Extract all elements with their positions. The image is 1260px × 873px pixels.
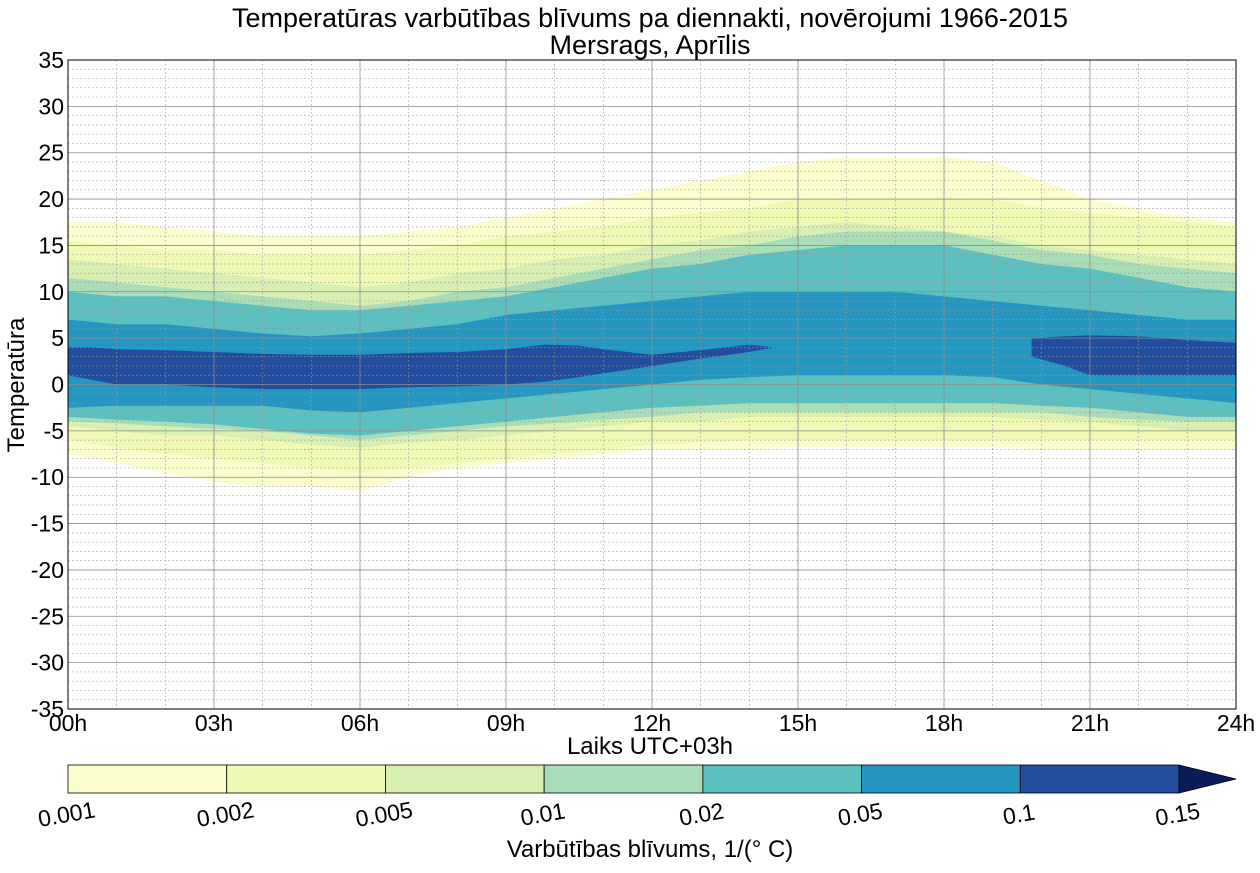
colorbar-segment <box>226 764 386 794</box>
y-tick-label: -35 <box>31 696 64 722</box>
colorbar-label: Varbūtības blīvums, 1/(° C) <box>507 836 794 863</box>
x-tick-label: 09h <box>487 710 525 736</box>
x-tick-label: 21h <box>1071 710 1109 736</box>
colorbar-extend-arrow <box>1178 764 1237 794</box>
y-tick-label: -10 <box>31 464 64 490</box>
y-tick-label: -15 <box>31 511 64 537</box>
y-tick-label: 15 <box>38 232 64 258</box>
y-tick-label: 20 <box>38 186 64 212</box>
x-tick-label: 00h <box>49 710 87 736</box>
x-tick-label: 06h <box>341 710 379 736</box>
x-axis-label: Laiks UTC+03h <box>567 733 733 760</box>
colorbar-tick-label: 0.005 <box>353 796 414 832</box>
colorbar <box>67 764 1237 794</box>
colorbar-ticks: 0.001 0.002 0.005 0.01 0.02 0.05 0.1 0.15 <box>36 796 1202 832</box>
colorbar-tick-label: 0.002 <box>195 796 256 832</box>
y-tick-label: 30 <box>38 93 64 119</box>
y-tick-label: 25 <box>38 140 64 166</box>
x-axis-ticks: 00h 03h 06h 09h 12h 15h 18h 21h 24h <box>49 710 1255 736</box>
y-tick-label: -20 <box>31 557 64 583</box>
colorbar-tick-label: 0.001 <box>36 796 97 832</box>
contour-band-7 <box>1031 335 1236 376</box>
colorbar-segment <box>1019 764 1180 794</box>
plot-frame <box>67 59 1237 710</box>
x-tick-label: 18h <box>925 710 963 736</box>
grid <box>68 60 1236 709</box>
colorbar-segment <box>67 764 228 794</box>
x-tick-label: 24h <box>1217 710 1255 736</box>
colorbar-tick-label: 0.05 <box>836 797 885 830</box>
colorbar-segment <box>861 764 1021 794</box>
y-tick-label: 0 <box>51 372 64 398</box>
y-tick-label: 10 <box>38 279 64 305</box>
chart-subtitle: Mersrags, Aprīlis <box>549 30 750 60</box>
colorbar-tick-label: 0.1 <box>1001 799 1037 830</box>
contour-band-6 <box>68 344 798 390</box>
x-tick-label: 15h <box>779 710 817 736</box>
y-tick-label: -5 <box>44 418 64 444</box>
chart-title: Temperatūras varbūtības blīvums pa dienn… <box>232 3 1068 33</box>
colorbar-tick-label: 0.02 <box>677 797 726 830</box>
y-axis-ticks: -35 -30 -25 -20 -15 -10 -5 0 5 10 15 20 25 30 35 <box>31 47 64 722</box>
colorbar-tick-label: 0.01 <box>518 797 567 830</box>
colorbar-segment <box>543 764 704 794</box>
y-tick-label: -25 <box>31 603 64 629</box>
x-tick-label: 03h <box>195 710 233 736</box>
x-tick-label: 12h <box>633 710 671 736</box>
y-tick-label: -30 <box>31 650 64 676</box>
y-tick-label: 5 <box>51 325 64 351</box>
colorbar-segment <box>702 764 862 794</box>
y-axis-label: Temperatūra <box>3 317 30 452</box>
colorbar-tick-label: 0.15 <box>1153 797 1202 830</box>
colorbar-segment <box>385 764 545 794</box>
y-tick-label: 35 <box>38 47 64 73</box>
